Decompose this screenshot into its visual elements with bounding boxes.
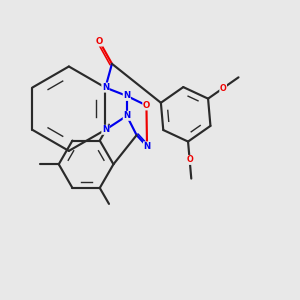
Text: O: O [143, 101, 150, 110]
Text: O: O [220, 84, 226, 93]
Text: N: N [143, 142, 151, 151]
Text: O: O [186, 155, 193, 164]
Text: N: N [123, 92, 130, 100]
Text: O: O [96, 37, 103, 46]
Text: N: N [123, 111, 130, 120]
Text: N: N [102, 125, 109, 134]
Text: N: N [102, 83, 109, 92]
